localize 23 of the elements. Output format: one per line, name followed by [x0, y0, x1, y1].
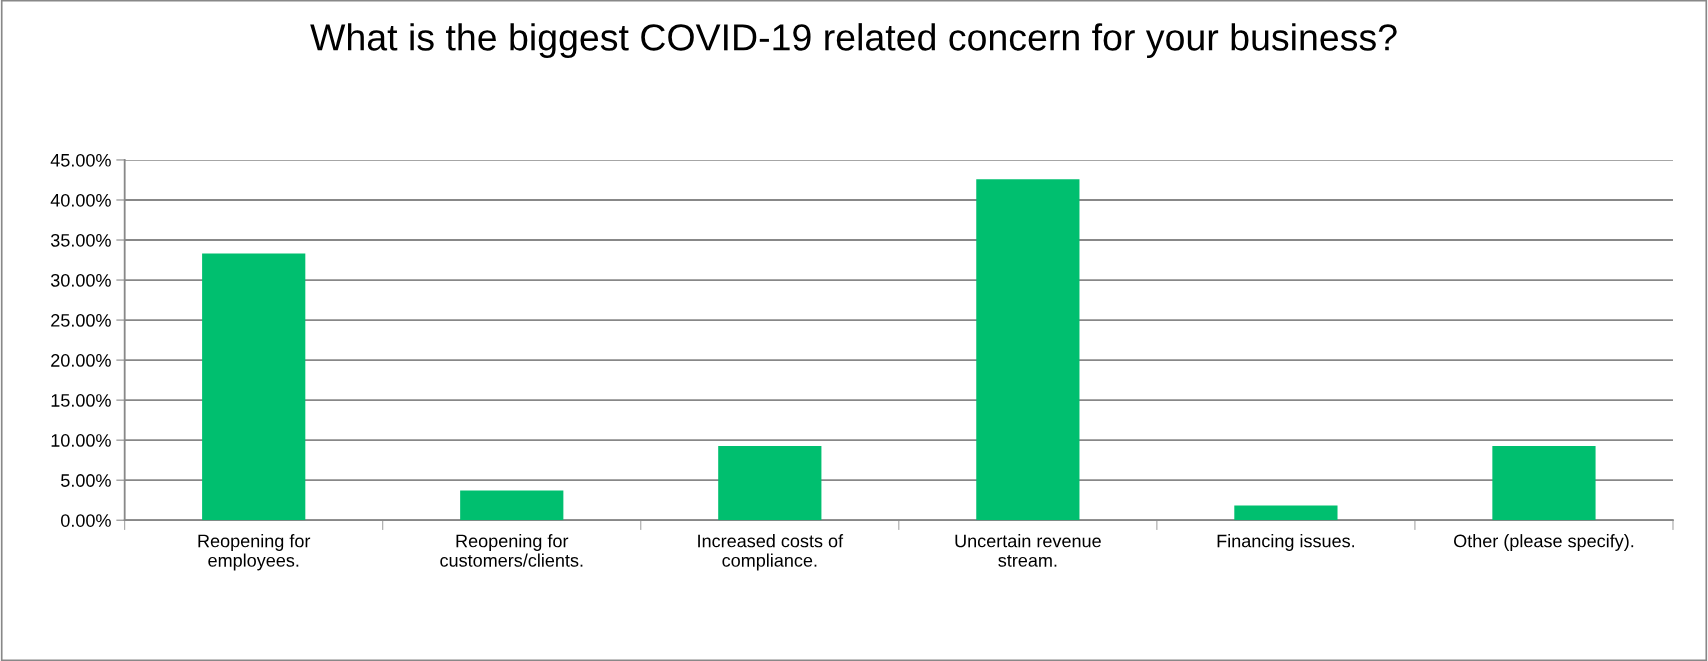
bar — [718, 446, 822, 521]
bar — [1234, 505, 1338, 521]
bar — [460, 490, 564, 521]
chart-title: What is the biggest COVID-19 related concern for your business? — [310, 23, 1397, 59]
y-tick-label: 10.00% — [51, 434, 111, 447]
y-tick-label: 40.00% — [50, 193, 111, 207]
y-tick-label: 5.00% — [61, 474, 111, 487]
y-tick-label: 35.00% — [50, 233, 111, 247]
y-tick-label: 30.00% — [50, 273, 111, 287]
x-tick-label: Reopening for customers/clients. — [440, 534, 583, 567]
y-tick-label: 45.00% — [50, 153, 111, 167]
x-tick-label: Uncertain revenue stream. — [955, 534, 1101, 567]
y-tick-label: 15.00% — [51, 394, 111, 407]
bar — [976, 179, 1080, 521]
x-tick-label: Other (please specify). — [1454, 534, 1634, 551]
y-tick-label: 25.00% — [51, 314, 111, 327]
x-tick-label: Increased costs of compliance. — [698, 534, 844, 571]
y-tick-label: 20.00% — [51, 354, 111, 367]
x-tick-label: Reopening for employees. — [198, 534, 311, 571]
x-tick-label: Financing issues. — [1217, 534, 1355, 551]
bar — [1492, 446, 1596, 521]
y-tick-label: 0.00% — [61, 514, 111, 527]
bar — [202, 253, 306, 521]
